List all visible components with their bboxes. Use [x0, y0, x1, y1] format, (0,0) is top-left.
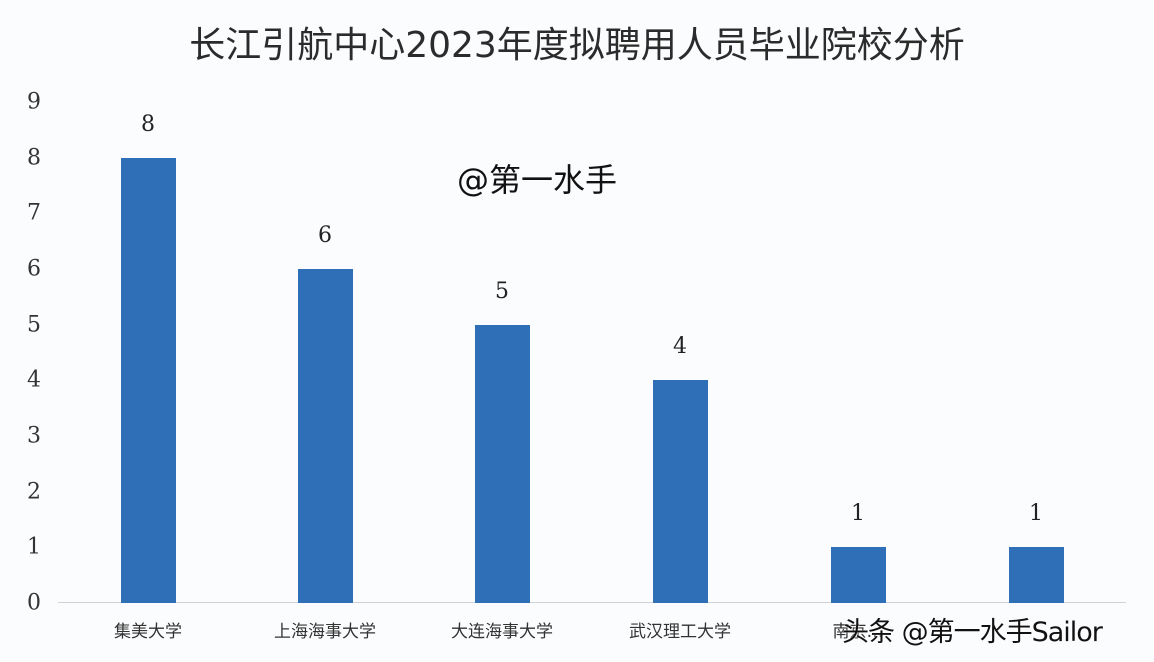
bar-value-label: 4	[673, 334, 687, 360]
y-tick-7: 7	[27, 200, 41, 226]
y-tick-6: 6	[27, 256, 41, 282]
bar-value-label: 5	[495, 278, 509, 304]
y-tick-4: 4	[27, 367, 41, 393]
y-tick-0: 0	[27, 590, 41, 616]
bar	[653, 380, 708, 603]
chart-title: 长江引航中心2023年度拟聘用人员毕业院校分析	[189, 25, 965, 66]
bar	[121, 157, 176, 603]
watermark-corner: 头条 @第一水手Sailor	[842, 617, 1103, 648]
x-category-label: 南京…	[832, 622, 884, 642]
bar	[1009, 547, 1064, 603]
y-tick-2: 2	[27, 479, 41, 505]
y-tick-3: 3	[27, 423, 41, 449]
y-tick-1: 1	[27, 534, 41, 560]
bar	[298, 269, 353, 603]
y-tick-8: 8	[27, 145, 41, 171]
bar-value-label: 1	[851, 501, 865, 527]
x-category-label: 上海海事大学	[274, 622, 376, 642]
x-category-label: 大连海事大学	[451, 622, 553, 642]
y-tick-9: 9	[27, 89, 41, 115]
bar-value-label: 6	[318, 223, 332, 248]
x-axis-line	[58, 602, 1126, 603]
bar-value-label: 8	[141, 111, 155, 137]
bar	[475, 324, 530, 603]
y-tick-5: 5	[27, 312, 41, 338]
x-category-label: 集美大学	[114, 622, 182, 642]
bar	[831, 547, 886, 603]
bar-value-label: 1	[1029, 501, 1043, 527]
watermark-center: @第一水手	[457, 161, 618, 199]
x-category-label: 武汉理工大学	[629, 622, 731, 642]
